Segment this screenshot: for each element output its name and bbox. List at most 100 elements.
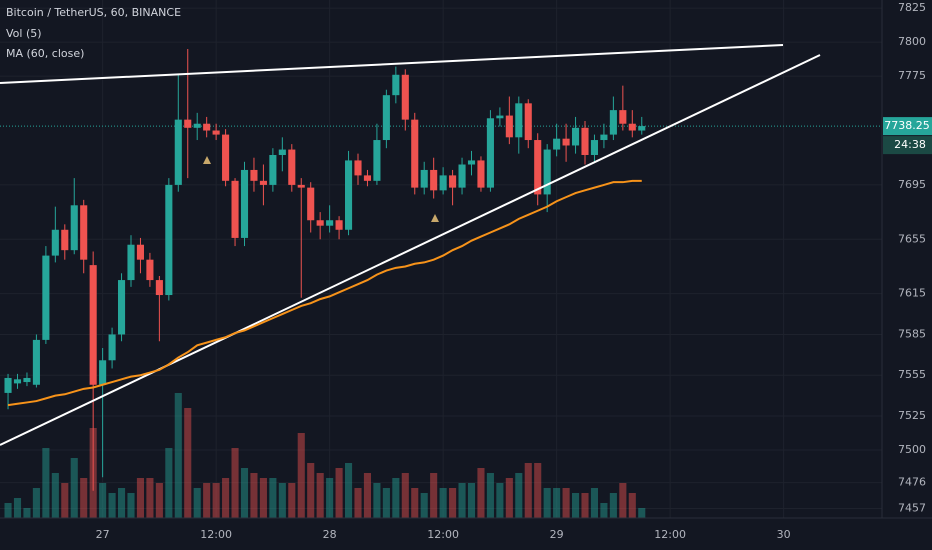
volume-bar — [609, 493, 617, 518]
candle-body — [108, 334, 116, 361]
candle-body — [638, 126, 646, 131]
candle-body — [193, 123, 201, 128]
candle-body — [515, 103, 523, 138]
volume-bar — [80, 478, 88, 518]
y-tick-label: 7476 — [898, 476, 926, 489]
volume-bar — [363, 473, 372, 518]
candle-body — [4, 377, 12, 393]
x-tick-label: 12:00 — [427, 528, 459, 541]
volume-bar — [590, 488, 599, 518]
candle-body — [203, 123, 211, 131]
volume-bar — [51, 473, 59, 518]
volume-bar — [401, 473, 409, 518]
axes: 7457 7476 7500 7525 7555 7585 7615 7655 7695 7775… — [96, 1, 932, 541]
volume-bar — [127, 493, 135, 518]
volume-bar — [392, 478, 400, 518]
candle-body — [155, 280, 163, 296]
y-tick-label: 7525 — [898, 409, 926, 422]
volume-bar — [250, 473, 258, 518]
candle-body — [165, 184, 173, 296]
volume-bar — [515, 473, 523, 518]
volume-bar — [212, 483, 220, 518]
candle-body — [307, 187, 315, 221]
volume-bar — [553, 488, 561, 518]
volume-bar — [505, 478, 513, 518]
candle-body — [600, 134, 608, 141]
volume-bar — [307, 463, 315, 518]
volume-bar — [373, 483, 381, 518]
volume-bar — [297, 433, 305, 518]
candle-body — [449, 175, 457, 188]
volume-bar — [222, 478, 230, 518]
candle-body — [250, 169, 258, 181]
candle-body — [467, 160, 476, 165]
candle-body — [42, 255, 50, 340]
volume-pane — [4, 393, 646, 518]
candle-body — [590, 140, 599, 155]
candle-body — [392, 74, 400, 96]
y-tick-label: 7555 — [898, 368, 926, 381]
volume-bar — [335, 468, 343, 518]
candle-body — [136, 244, 145, 260]
x-tick-label: 12:00 — [200, 528, 232, 541]
y-tick-label: 7800 — [898, 35, 926, 48]
volume-legend: Vol (5) — [6, 27, 42, 40]
candle-body — [628, 123, 636, 131]
volume-bar — [439, 488, 447, 518]
candle-body — [184, 119, 192, 128]
candle-body — [505, 115, 513, 138]
candle-body — [70, 205, 78, 251]
volume-bar — [136, 478, 145, 518]
candle-body — [373, 140, 381, 181]
candle-body — [326, 220, 334, 226]
volume-bar — [420, 493, 428, 518]
ma-line — [7, 179, 642, 407]
candle-body — [146, 259, 154, 281]
x-tick-label: 27 — [96, 528, 110, 541]
volume-bar — [411, 488, 419, 518]
candle-body — [278, 149, 286, 155]
volume-bar — [165, 448, 173, 518]
candle-body — [288, 149, 296, 185]
volume-bar — [467, 483, 476, 518]
candle-body — [524, 103, 532, 141]
y-tick-label: 7585 — [898, 327, 926, 340]
y-tick-label: 7695 — [898, 178, 926, 191]
volume-bar — [61, 483, 69, 518]
volume-bar — [628, 493, 636, 518]
candle-body — [222, 134, 230, 181]
volume-bar — [382, 488, 390, 518]
volume-bar — [543, 488, 551, 518]
volume-bar — [344, 463, 353, 518]
volume-bar — [496, 483, 504, 518]
candle-body — [269, 154, 277, 185]
volume-bar — [231, 448, 239, 518]
volume-bar — [354, 488, 362, 518]
volume-bar — [146, 478, 154, 518]
volume-bar — [524, 463, 532, 518]
volume-bar — [259, 478, 267, 518]
ma-legend: MA (60, close) — [6, 47, 84, 60]
volume-bar — [108, 493, 116, 518]
candle-body — [534, 140, 542, 195]
volume-bar — [240, 468, 249, 518]
volume-bar — [458, 483, 466, 518]
candle-body — [619, 110, 627, 124]
candle-body — [411, 119, 419, 188]
last-price-box — [883, 117, 932, 136]
volume-bar — [184, 408, 192, 518]
candle-body — [89, 265, 97, 385]
marker — [431, 214, 439, 222]
countdown-label: 24:38 — [894, 138, 926, 151]
volume-bar — [70, 458, 78, 518]
candle-body — [259, 180, 267, 185]
volume-bar — [193, 488, 201, 518]
volume-bar — [477, 468, 485, 518]
chart-title: Bitcoin / TetherUS, 60, BINANCE — [6, 6, 181, 19]
y-tick-label: 7775 — [898, 69, 926, 82]
volume-bar — [23, 508, 31, 518]
candle-body — [240, 169, 249, 238]
candle-body — [496, 115, 504, 119]
candle-body — [562, 138, 570, 146]
